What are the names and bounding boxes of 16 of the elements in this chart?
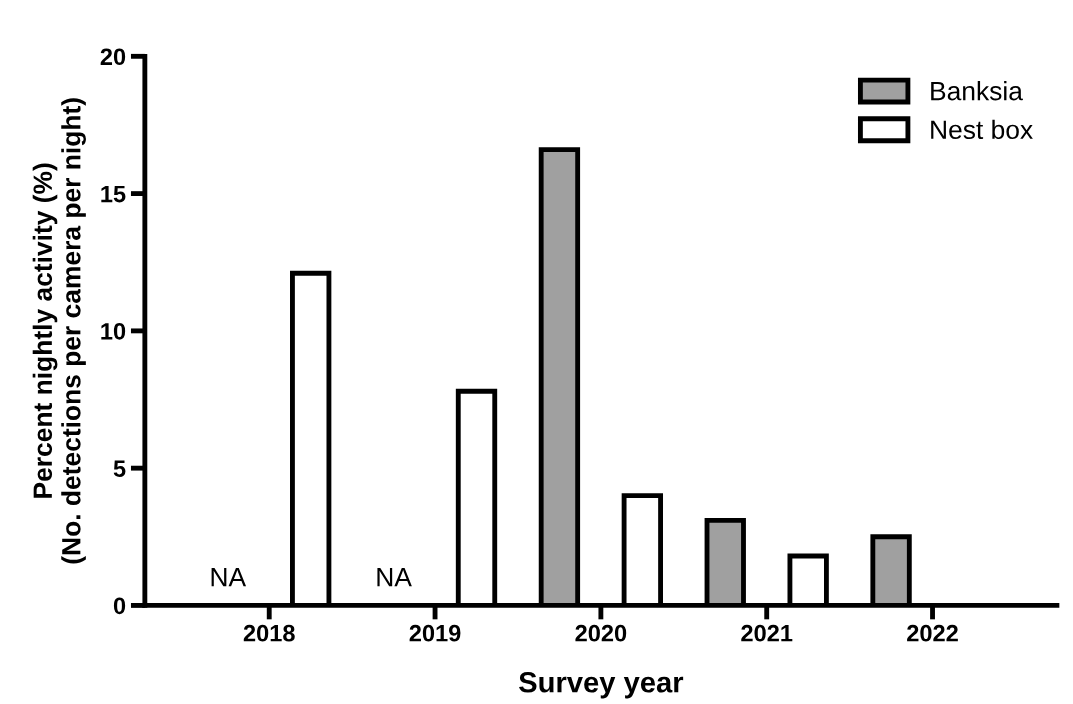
annotation: NA [211,568,247,587]
legend-label: Banksia [931,81,1023,101]
x-tick-label: 2018 [243,624,295,642]
x-tick-label: 2020 [575,624,627,642]
y-tick-label: 15 [101,185,126,203]
x-tick-label: 2021 [741,624,793,642]
legend-label: Nest box [931,119,1033,140]
y-axis-title: Percent nightly activity (%) (No. detections per camera per night) [32,98,86,564]
x-tick-label: 2019 [409,624,461,642]
annotation: NA [377,568,412,587]
y-tick-label: 20 [100,48,126,66]
x-tick-label: 2022 [907,624,958,642]
y-tick-label: 10 [101,322,126,340]
y-tick-label: 5 [113,460,126,477]
x-axis-title: Survey year [519,671,684,699]
y-tick-label: 0 [113,597,126,615]
